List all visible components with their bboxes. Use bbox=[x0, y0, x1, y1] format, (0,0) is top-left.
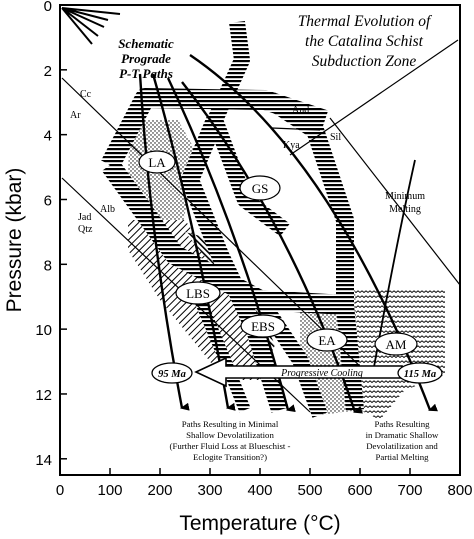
cc-ar-boundary bbox=[61, 77, 369, 375]
facies-lbs: LBS bbox=[186, 286, 210, 301]
path-arrow-2 bbox=[151, 73, 236, 411]
minimum-melting-curve bbox=[329, 117, 461, 286]
path-arrow-4 bbox=[181, 81, 363, 414]
paths-label-line-2: Prograde bbox=[121, 51, 171, 66]
path-arrow-3 bbox=[166, 77, 296, 413]
x-tick-label: 0 bbox=[56, 482, 64, 499]
facies-ea-oval bbox=[306, 328, 348, 352]
y-axis-title: Pressure (kbar) bbox=[3, 168, 26, 313]
x-tick-label: 100 bbox=[97, 482, 122, 499]
y-tick-label: 10 bbox=[35, 322, 52, 339]
x-tick-label: 600 bbox=[347, 482, 372, 499]
reaction-labels: Cc Ar And Sil Kya Jad Qtz Alb Minimum Me… bbox=[70, 89, 425, 235]
x-axis-title: Temperature (°C) bbox=[179, 512, 340, 535]
label-qtz: Qtz bbox=[78, 224, 93, 235]
y-tick-label: 8 bbox=[44, 257, 52, 274]
y-tick-label: 0 bbox=[44, 0, 52, 15]
label-sil: Sil bbox=[330, 132, 341, 143]
note-left: Paths Resulting in Minimal Shallow Devol… bbox=[170, 419, 291, 462]
facies-labels: LA GS LBS EBS EA AM bbox=[138, 150, 418, 356]
note-left-line-1: Paths Resulting in Minimal bbox=[182, 419, 279, 429]
label-min-melting-2: Melting bbox=[389, 204, 421, 215]
kya-sil-boundary bbox=[289, 39, 459, 156]
note-right: Paths Resulting in Dramatic Shallow Devo… bbox=[366, 419, 439, 462]
label-jad: Jad bbox=[78, 212, 91, 223]
age-right: 115 Ma bbox=[404, 369, 436, 380]
facies-am-oval bbox=[374, 332, 418, 356]
cooling-label: Progressive Cooling bbox=[280, 368, 363, 379]
label-cc: Cc bbox=[80, 89, 92, 100]
y-tick-label: 6 bbox=[44, 192, 52, 209]
title-line-1: Thermal Evolution of bbox=[298, 13, 433, 30]
facies-la-oval bbox=[138, 150, 176, 174]
facies-la: LA bbox=[148, 155, 166, 170]
note-right-line-2: in Dramatic Shallow bbox=[366, 430, 439, 440]
age-right-oval bbox=[397, 362, 443, 384]
band-lower-loop bbox=[101, 159, 346, 315]
age-labels: 95 Ma 115 Ma bbox=[151, 362, 443, 384]
label-kya: Kya bbox=[283, 140, 300, 151]
x-tick-label: 300 bbox=[197, 482, 222, 499]
x-tick-label: 700 bbox=[397, 482, 422, 499]
facies-gs: GS bbox=[252, 181, 269, 196]
title-line-2: the Catalina Schist bbox=[305, 33, 424, 50]
y-tick-label: 12 bbox=[35, 387, 52, 404]
facies-ea: EA bbox=[318, 333, 336, 348]
facies-am: AM bbox=[386, 337, 407, 352]
label-and: And bbox=[292, 105, 309, 116]
title-block: Thermal Evolution of the Catalina Schist… bbox=[298, 13, 433, 70]
note-right-line-1: Paths Resulting bbox=[375, 419, 431, 429]
note-right-line-3: Devolatilization and bbox=[366, 441, 438, 451]
note-left-line-3: (Further Fluid Loss at Blueschist - bbox=[170, 441, 291, 451]
steep-geotherm-fan bbox=[61, 7, 121, 45]
paths-label-line-1: Schematic bbox=[118, 36, 174, 51]
y-tick-label: 2 bbox=[44, 63, 52, 80]
y-tick-label: 14 bbox=[35, 452, 52, 469]
facies-ebs-oval bbox=[240, 314, 286, 338]
band-central-down bbox=[181, 116, 289, 413]
note-right-line-4: Partial Melting bbox=[375, 452, 429, 462]
y-tick-label: 4 bbox=[44, 128, 52, 145]
x-axis: 0 100 200 300 400 500 600 700 800 bbox=[56, 468, 473, 499]
band-right-vertical bbox=[265, 92, 364, 411]
label-alb: Alb bbox=[100, 204, 115, 215]
title-line-3: Subduction Zone bbox=[312, 53, 417, 70]
x-tick-label: 400 bbox=[247, 482, 272, 499]
paths-label-line-3: P-T Paths bbox=[119, 66, 173, 81]
age-left: 95 Ma bbox=[158, 369, 186, 380]
facies-gs-oval bbox=[239, 175, 281, 201]
label-min-melting-1: Minimum bbox=[385, 191, 425, 202]
note-left-line-2: Shallow Devolatilization bbox=[186, 430, 274, 440]
and-kya-boundary bbox=[271, 127, 321, 131]
x-tick-label: 500 bbox=[297, 482, 322, 499]
x-tick-label: 800 bbox=[447, 482, 472, 499]
y-axis: 0 2 4 6 8 10 12 14 bbox=[35, 0, 67, 469]
age-left-oval bbox=[151, 362, 193, 384]
x-tick-label: 200 bbox=[147, 482, 172, 499]
note-left-line-4: Eclogite Transition?) bbox=[193, 452, 267, 462]
facies-lbs-oval bbox=[175, 281, 221, 305]
facies-ebs: EBS bbox=[251, 319, 275, 334]
paths-label: Schematic Prograde P-T Paths bbox=[118, 36, 174, 81]
label-ar: Ar bbox=[70, 110, 81, 121]
